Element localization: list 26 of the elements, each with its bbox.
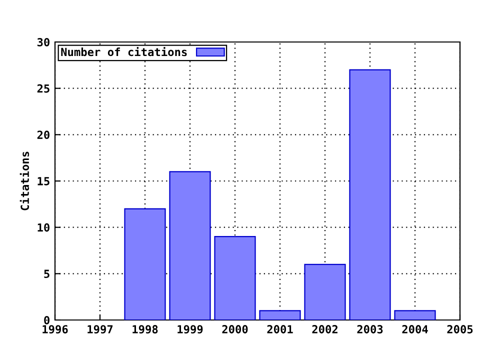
legend-label: Number of citations (61, 46, 187, 56)
x-tick-label: 2002 (312, 325, 338, 334)
x-tick-label: 2003 (357, 325, 383, 334)
y-tick-label: 0 (44, 316, 50, 324)
x-tick-label: 2004 (402, 325, 428, 334)
y-tick-label: 10 (38, 223, 50, 232)
y-tick-label: 20 (37, 130, 50, 140)
x-tick-label: 2000 (222, 325, 248, 334)
x-tick-label: 1997 (88, 325, 113, 334)
y-tick-label: 30 (37, 38, 50, 46)
x-tick-label: 1996 (42, 325, 68, 334)
bar (349, 69, 391, 320)
y-tick-label: 15 (38, 177, 50, 186)
bar (214, 236, 256, 320)
y-tick-label: 5 (44, 270, 50, 278)
x-tick-label: 1998 (132, 325, 158, 334)
bar (124, 208, 166, 320)
bar (169, 171, 211, 320)
x-tick-label: 2001 (267, 325, 293, 334)
x-tick-label: 2005 (447, 325, 473, 334)
bar (304, 264, 346, 320)
bar (394, 310, 436, 320)
y-axis-title: Citations (20, 152, 30, 210)
bar (259, 310, 301, 320)
x-tick-label: 1999 (178, 325, 203, 334)
y-tick-label: 25 (37, 84, 50, 93)
